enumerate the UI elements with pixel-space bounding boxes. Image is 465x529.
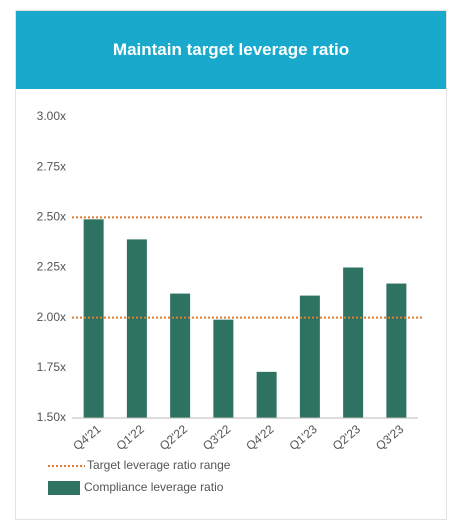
y-tick-label: 3.00x [37, 109, 66, 123]
y-tick-label: 1.75x [37, 360, 66, 374]
y-tick-label: 1.50x [37, 410, 66, 424]
x-tick-label: Q2'22 [157, 422, 190, 453]
x-tick-label: Q4'22 [243, 422, 276, 453]
x-tick-label: Q1'22 [114, 422, 147, 453]
y-tick-label: 2.25x [37, 260, 66, 274]
x-tick-label: Q3'23 [373, 422, 406, 453]
x-tick-label: Q4'21 [70, 422, 103, 453]
card-title: Maintain target leverage ratio [16, 11, 446, 89]
bar [299, 295, 320, 418]
bar [213, 319, 234, 418]
legend-swatch [48, 481, 80, 495]
x-tick-label: Q3'22 [200, 422, 233, 453]
x-tick-label: Q1'23 [287, 422, 320, 453]
bar [256, 371, 277, 418]
bar [386, 283, 407, 418]
y-tick-label: 2.50x [37, 210, 66, 224]
bar [126, 239, 147, 418]
legend-label: Compliance leverage ratio [84, 480, 224, 494]
y-tick-label: 2.75x [37, 159, 66, 173]
bar [343, 267, 364, 418]
y-tick-label: 2.00x [37, 310, 66, 324]
bar [170, 293, 191, 418]
bar [83, 219, 104, 418]
x-tick-label: Q2'23 [330, 422, 363, 453]
legend-label: Target leverage ratio range [87, 458, 231, 472]
card: Maintain target leverage ratio [15, 10, 447, 520]
